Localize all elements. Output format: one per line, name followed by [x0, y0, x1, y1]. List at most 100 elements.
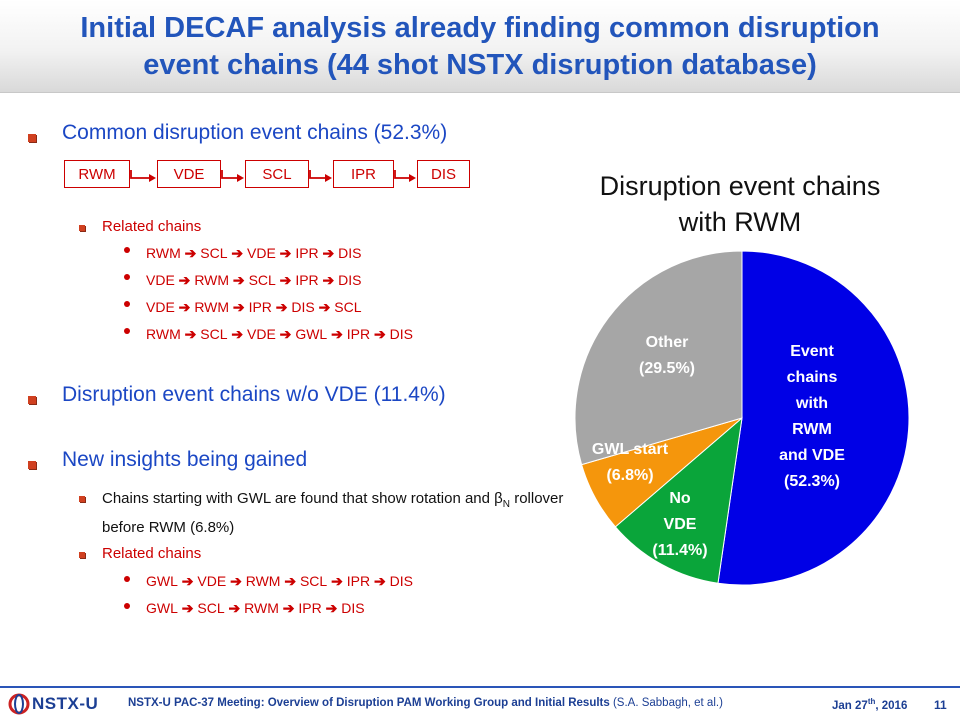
chain-arrow-icon: ➔ — [227, 326, 247, 342]
chain-arrow-icon: ➔ — [275, 326, 296, 342]
chain-box-2: VDE — [157, 160, 221, 188]
slide-title-line1: Initial DECAF analysis already finding c… — [80, 12, 880, 44]
chain-arrow-icon: ➔ — [229, 299, 249, 315]
chain-step: RWM — [194, 272, 230, 288]
logo-text: NSTX-U — [32, 694, 99, 713]
pie-slice-label: No VDE (11.4%) — [652, 490, 707, 559]
chain-step: IPR — [346, 326, 371, 342]
square-bullet-icon — [28, 134, 36, 142]
square-bullet-icon — [28, 396, 36, 404]
chain-arrow-icon: ➔ — [370, 573, 390, 589]
chain-arrow-icon: ➔ — [327, 573, 347, 589]
bullet-dot-icon — [124, 301, 130, 307]
chain-step: SCL — [200, 326, 228, 342]
chain-arrow-icon: ➔ — [226, 573, 246, 589]
related-chain-item: VDE ➔ RWM ➔ SCL ➔ IPR ➔ DIS — [146, 272, 362, 289]
chain-step: IPR — [295, 245, 319, 261]
chain-step: VDE — [197, 573, 227, 589]
title-bar: Initial DECAF analysis already finding c… — [0, 0, 960, 93]
bullet-dot-icon — [124, 247, 130, 253]
chain-step: DIS — [389, 573, 413, 589]
chain-step: VDE — [146, 299, 175, 315]
square-bullet-icon — [28, 461, 36, 469]
footer-meeting-title: NSTX-U PAC-37 Meeting: Overview of Disru… — [128, 697, 610, 709]
chain-arrow-icon: ➔ — [177, 600, 198, 616]
chain-step: DIS — [338, 245, 362, 261]
chain-step: SCL — [299, 573, 328, 589]
bullet-dot-icon — [124, 328, 130, 334]
chain-arrow-icon: ➔ — [174, 299, 195, 315]
chain-arrow-icon: ➔ — [224, 600, 245, 616]
chain-arrow-icon — [309, 170, 332, 182]
chain-arrow-icon — [130, 170, 156, 182]
chain-arrow-icon: ➔ — [370, 326, 390, 342]
pie-slice — [574, 250, 743, 466]
chain-arrow-icon: ➔ — [280, 573, 300, 589]
slide-title: Initial DECAF analysis already finding c… — [20, 10, 940, 84]
insights-heading: New insights being gained — [62, 448, 308, 471]
date-pre: Jan 27 — [832, 699, 868, 712]
chain-arrow-icon: ➔ — [229, 272, 249, 288]
pie-slice — [614, 416, 743, 584]
chain-arrow-icon: ➔ — [275, 245, 296, 261]
chain-arrow-icon: ➔ — [227, 245, 247, 261]
chain-arrow-icon: ➔ — [174, 272, 195, 288]
chain-step: GWL — [295, 326, 328, 342]
chain-arrow-icon: ➔ — [180, 326, 201, 342]
chain-arrow-icon — [221, 170, 244, 182]
pie-chart: Event chains with RWM and VDE (52.3%) No VDE (11… — [574, 250, 910, 586]
chain-step: DIS — [341, 600, 365, 616]
pie-slice-label: GWL start (6.8%) — [592, 441, 669, 484]
beta-symbol: β — [494, 490, 503, 507]
chain-step: IPR — [248, 299, 272, 315]
related-chains-label: Related chains — [102, 218, 202, 235]
chain-step: RWM — [146, 326, 181, 342]
beta-subscript: N — [502, 499, 511, 510]
chain-step: SCL — [200, 245, 228, 261]
page-number: 11 — [934, 698, 947, 712]
footer: NSTX-U NSTX-U PAC-37 Meeting: Overview o… — [0, 688, 960, 720]
chain-box-5: DIS — [417, 160, 470, 188]
chain-step: IPR — [295, 272, 319, 288]
related-chain-item: RWM ➔ SCL ➔ VDE ➔ IPR ➔ DIS — [146, 245, 362, 262]
gwl-text-pre: Chains starting with GWL are found that … — [102, 490, 495, 507]
bullet-dot-icon — [124, 603, 130, 609]
square-bullet-icon — [79, 225, 85, 231]
gwl-insight-text: Chains starting with GWL are found that … — [102, 487, 572, 539]
chain-arrow-icon — [394, 170, 416, 182]
chain-arrow-icon: ➔ — [321, 600, 342, 616]
chain-arrow-icon: ➔ — [275, 272, 296, 288]
common-chains-heading: Common disruption event chains (52.3%) — [62, 121, 448, 144]
pie-slice-label: Other (29.5%) — [639, 334, 695, 377]
related-chains-label: Related chains — [102, 545, 202, 562]
date-post: , 2016 — [875, 699, 908, 712]
chain-box-4: IPR — [333, 160, 394, 188]
square-bullet-icon — [79, 496, 85, 502]
date-sup: th — [867, 697, 876, 706]
chain-step: SCL — [248, 272, 276, 288]
footer-authors: (S.A. Sabbagh, et al.) — [609, 697, 723, 709]
related-chain-item: VDE ➔ RWM ➔ IPR ➔ DIS ➔ SCL — [146, 299, 362, 316]
chain-arrow-icon: ➔ — [318, 272, 339, 288]
chain-arrow-icon: ➔ — [278, 600, 299, 616]
chain-step: VDE — [146, 272, 175, 288]
chain-box-1: RWM — [64, 160, 130, 188]
slide-title-line2: event chains (44 shot NSTX disruption da… — [143, 49, 817, 81]
chain-step: DIS — [338, 272, 362, 288]
pie-slice — [717, 250, 910, 586]
chain-step: DIS — [291, 299, 315, 315]
chart-title: Disruption event chains with RWM — [599, 171, 881, 237]
chain-step: VDE — [247, 245, 276, 261]
torus-logo-icon — [8, 693, 30, 715]
chain-step: VDE — [247, 326, 276, 342]
bullet-dot-icon — [124, 576, 130, 582]
chain-step: IPR — [298, 600, 322, 616]
gwl-text-post: rollover before RWM (6.8%) — [102, 490, 564, 536]
chain-step: RWM — [146, 245, 181, 261]
chain-step: RWM — [244, 600, 279, 616]
chain-step: GWL — [146, 600, 178, 616]
chain-step: IPR — [346, 573, 371, 589]
bullet-dot-icon — [124, 274, 130, 280]
chain-arrow-icon: ➔ — [177, 573, 198, 589]
square-bullet-icon — [79, 552, 85, 558]
